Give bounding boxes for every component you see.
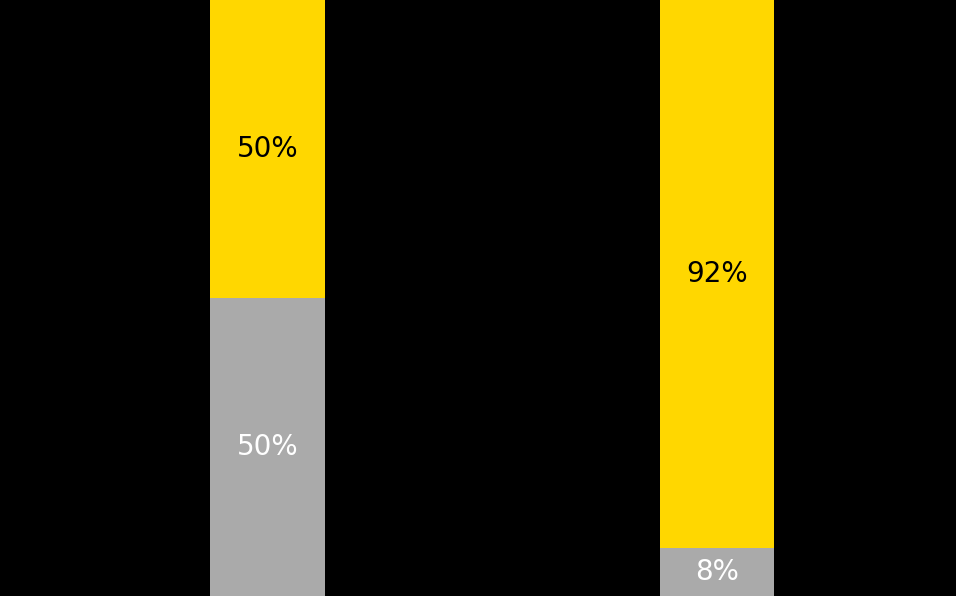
Text: 50%: 50% [237, 433, 298, 461]
Bar [660, 548, 774, 596]
Bar [210, 298, 325, 596]
Text: 50%: 50% [237, 135, 298, 163]
Text: 92%: 92% [686, 260, 748, 288]
Text: 8%: 8% [695, 558, 739, 586]
Bar [210, 0, 325, 298]
Bar [660, 0, 774, 548]
